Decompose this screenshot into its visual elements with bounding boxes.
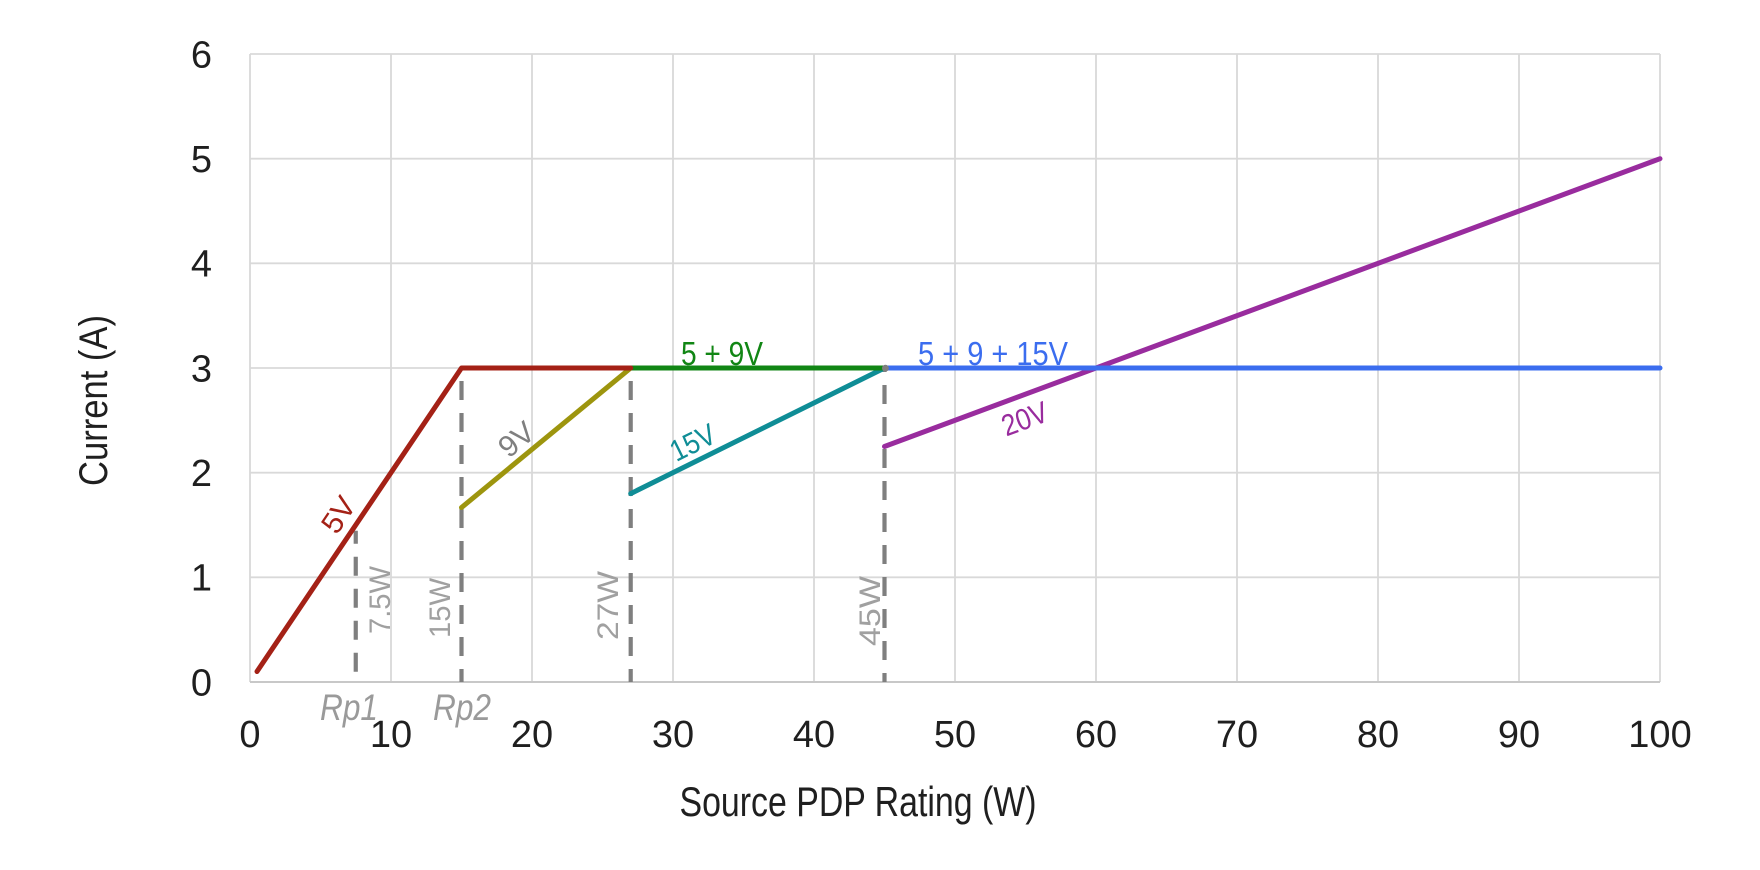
- svg-text:80: 80: [1357, 714, 1399, 756]
- svg-text:45W: 45W: [854, 575, 887, 646]
- svg-text:1: 1: [191, 558, 212, 600]
- svg-text:100: 100: [1628, 714, 1691, 756]
- svg-text:20: 20: [511, 714, 553, 756]
- svg-text:Rp2: Rp2: [433, 687, 491, 728]
- svg-text:Rp1: Rp1: [320, 687, 378, 728]
- svg-text:2: 2: [191, 453, 212, 495]
- svg-text:27W: 27W: [592, 570, 625, 640]
- svg-text:0: 0: [191, 663, 212, 705]
- svg-text:4: 4: [191, 244, 212, 286]
- svg-text:10: 10: [370, 714, 412, 756]
- svg-text:5 + 9 + 15V: 5 + 9 + 15V: [918, 335, 1068, 372]
- svg-text:7.5W: 7.5W: [364, 565, 397, 634]
- svg-text:3: 3: [191, 349, 212, 391]
- svg-text:40: 40: [793, 714, 835, 756]
- svg-text:70: 70: [1216, 714, 1258, 756]
- svg-text:Current (A): Current (A): [72, 315, 116, 486]
- svg-text:5 + 9V: 5 + 9V: [681, 335, 763, 372]
- svg-text:90: 90: [1498, 714, 1540, 756]
- svg-text:5: 5: [191, 139, 212, 181]
- svg-text:15W: 15W: [424, 577, 457, 638]
- svg-text:Source PDP Rating (W): Source PDP Rating (W): [680, 778, 1037, 825]
- svg-text:30: 30: [652, 714, 694, 756]
- svg-text:60: 60: [1075, 714, 1117, 756]
- svg-text:6: 6: [191, 35, 212, 77]
- svg-text:50: 50: [934, 714, 976, 756]
- svg-text:0: 0: [239, 714, 260, 756]
